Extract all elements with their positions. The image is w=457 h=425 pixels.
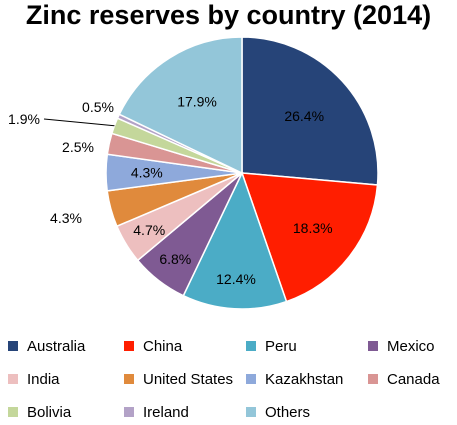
- legend-item-peru: Peru: [246, 336, 297, 356]
- legend-swatch: [246, 374, 256, 384]
- legend-swatch: [246, 407, 256, 417]
- pie-chart: 26.4% 18.3% 12.4% 6.8% 4.7% 4.3% 4.3% 2.5% 1.9% 0…: [8, 36, 379, 310]
- legend-swatch: [8, 374, 18, 384]
- legend-label: Ireland: [143, 403, 189, 421]
- legend-label: India: [27, 370, 60, 388]
- legend-swatch: [8, 407, 18, 417]
- legend-label: United States: [143, 370, 234, 388]
- legend-swatch: [8, 341, 18, 351]
- legend-label: Bolivia: [27, 403, 72, 421]
- legend-swatch: [246, 341, 256, 351]
- legend-item-united-states: United States: [124, 369, 233, 389]
- legend-label: Others: [265, 403, 311, 421]
- legend: Australia China Peru Mexico India United Stat…: [0, 336, 457, 425]
- legend-item-others: Others: [246, 402, 310, 422]
- data-label-kazakhstan: 4.3%: [131, 165, 163, 181]
- legend-item-australia: Australia: [8, 336, 85, 356]
- legend-label: Canada: [387, 370, 440, 388]
- legend-item-mexico: Mexico: [368, 336, 435, 356]
- data-label-canada: 2.5%: [62, 139, 94, 155]
- legend-label: China: [143, 337, 183, 355]
- legend-swatch: [124, 407, 134, 417]
- legend-swatch: [124, 374, 134, 384]
- legend-item-bolivia: Bolivia: [8, 402, 71, 422]
- data-label-mexico: 6.8%: [159, 251, 191, 267]
- data-label-peru: 12.4%: [216, 271, 256, 287]
- pie-slice-australia: [241, 36, 379, 186]
- data-label-ireland: 0.5%: [82, 99, 114, 115]
- chart-title: Zinc reserves by country (2014): [25, 0, 432, 30]
- data-label-bolivia: 1.9%: [8, 111, 40, 127]
- pie-slice-others: [118, 36, 243, 175]
- legend-label: Mexico: [387, 337, 435, 355]
- legend-item-ireland: Ireland: [124, 402, 189, 422]
- legend-item-kazakhstan: Kazakhstan: [246, 369, 343, 389]
- legend-swatch: [368, 341, 378, 351]
- legend-swatch: [368, 374, 378, 384]
- legend-label: Kazakhstan: [265, 370, 344, 388]
- leader-line-bolivia: [43, 118, 115, 127]
- legend-item-canada: Canada: [368, 369, 440, 389]
- legend-item-china: China: [124, 336, 182, 356]
- data-label-china: 18.3%: [293, 220, 333, 236]
- data-label-india: 4.7%: [133, 222, 165, 238]
- legend-label: Peru: [265, 337, 297, 355]
- data-label-australia: 26.4%: [284, 108, 324, 124]
- data-label-united-states: 4.3%: [50, 210, 82, 226]
- data-label-others: 17.9%: [177, 94, 217, 110]
- legend-label: Australia: [27, 337, 86, 355]
- pie-slice-peru: [182, 171, 288, 310]
- legend-swatch: [124, 341, 134, 351]
- legend-item-india: India: [8, 369, 60, 389]
